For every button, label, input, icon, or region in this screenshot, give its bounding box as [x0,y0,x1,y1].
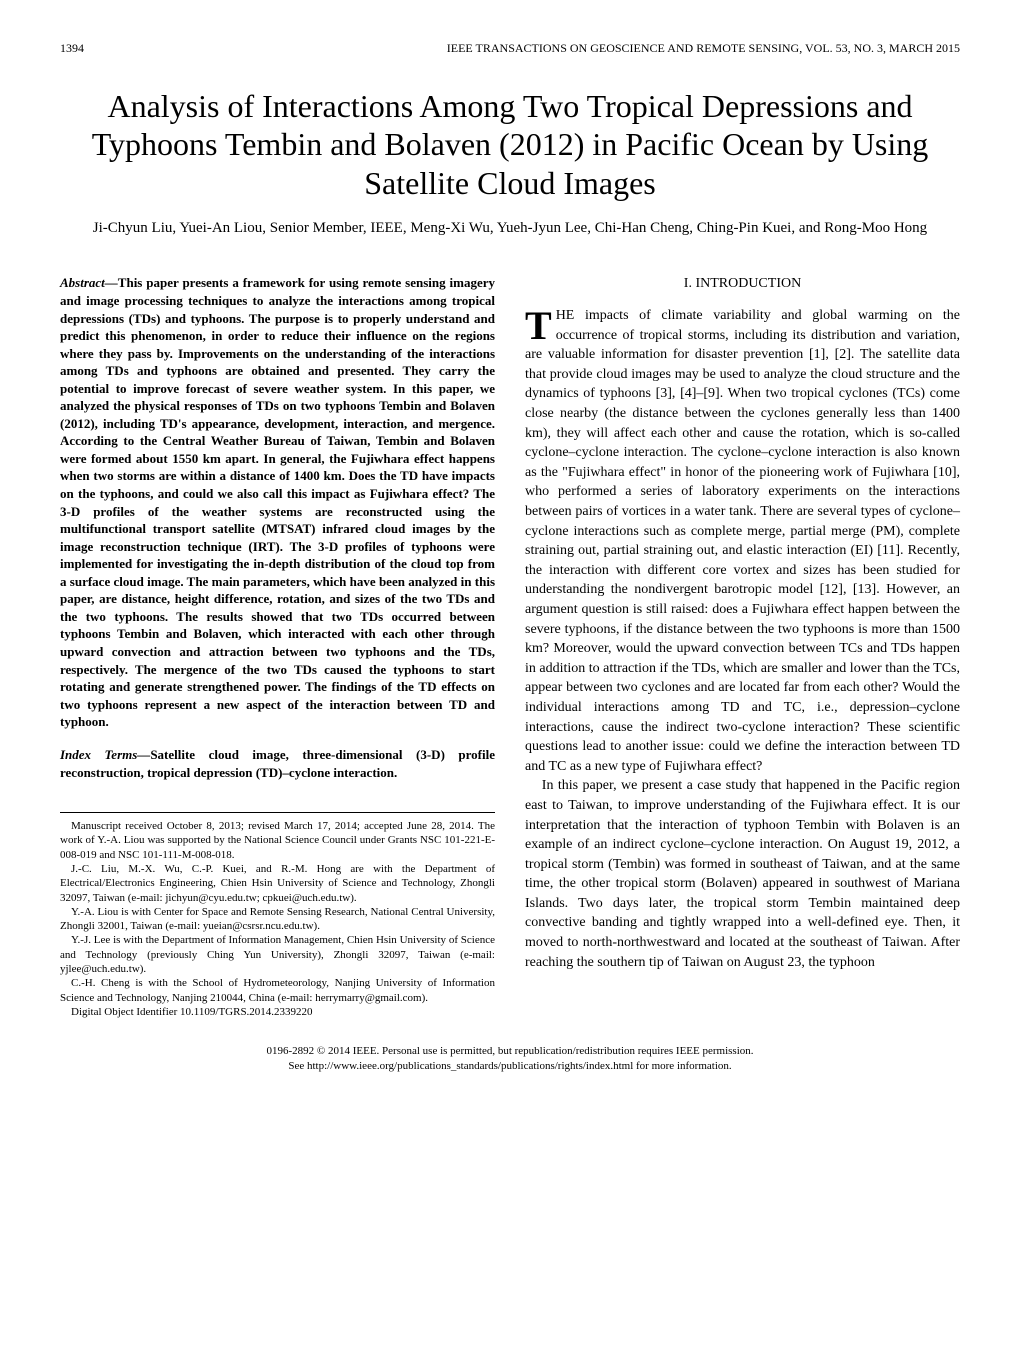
page-footer: 0196-2892 © 2014 IEEE. Personal use is p… [60,1044,960,1073]
right-column: I. INTRODUCTION THE impacts of climate v… [525,274,960,1019]
dropcap: T [525,306,556,342]
intro-paragraph-1: THE impacts of climate variability and g… [525,306,960,776]
journal-info: IEEE TRANSACTIONS ON GEOSCIENCE AND REMO… [447,40,960,57]
index-terms-block: Index Terms—Satellite cloud image, three… [60,746,495,782]
author-list: Ji-Chyun Liu, Yuei-An Liou, Senior Membe… [60,217,960,240]
left-column: Abstract—This paper presents a framework… [60,274,495,1019]
abstract-label: Abstract— [60,275,118,290]
intro-para1-text: HE impacts of climate variability and gl… [525,308,960,774]
manuscript-received: Manuscript received October 8, 2013; rev… [60,819,495,862]
affiliation-2: Y.-A. Liou is with Center for Space and … [60,905,495,934]
section-1-body: THE impacts of climate variability and g… [525,306,960,972]
index-terms-label: Index Terms— [60,747,150,762]
intro-paragraph-2: In this paper, we present a case study t… [525,776,960,972]
section-1-heading: I. INTRODUCTION [525,274,960,294]
paper-title: Analysis of Interactions Among Two Tropi… [60,87,960,202]
two-column-layout: Abstract—This paper presents a framework… [60,274,960,1019]
page-header: 1394 IEEE TRANSACTIONS ON GEOSCIENCE AND… [60,40,960,57]
abstract-block: Abstract—This paper presents a framework… [60,274,495,730]
affiliation-3: Y.-J. Lee is with the Department of Info… [60,933,495,976]
rights-url: See http://www.ieee.org/publications_sta… [60,1059,960,1073]
doi: Digital Object Identifier 10.1109/TGRS.2… [60,1005,495,1019]
page-number: 1394 [60,40,84,57]
copyright-line: 0196-2892 © 2014 IEEE. Personal use is p… [60,1044,960,1058]
affiliation-1: J.-C. Liu, M.-X. Wu, C.-P. Kuei, and R.-… [60,862,495,905]
abstract-text: This paper presents a framework for usin… [60,275,495,729]
affiliation-4: C.-H. Cheng is with the School of Hydrom… [60,976,495,1005]
manuscript-footnote: Manuscript received October 8, 2013; rev… [60,812,495,1019]
